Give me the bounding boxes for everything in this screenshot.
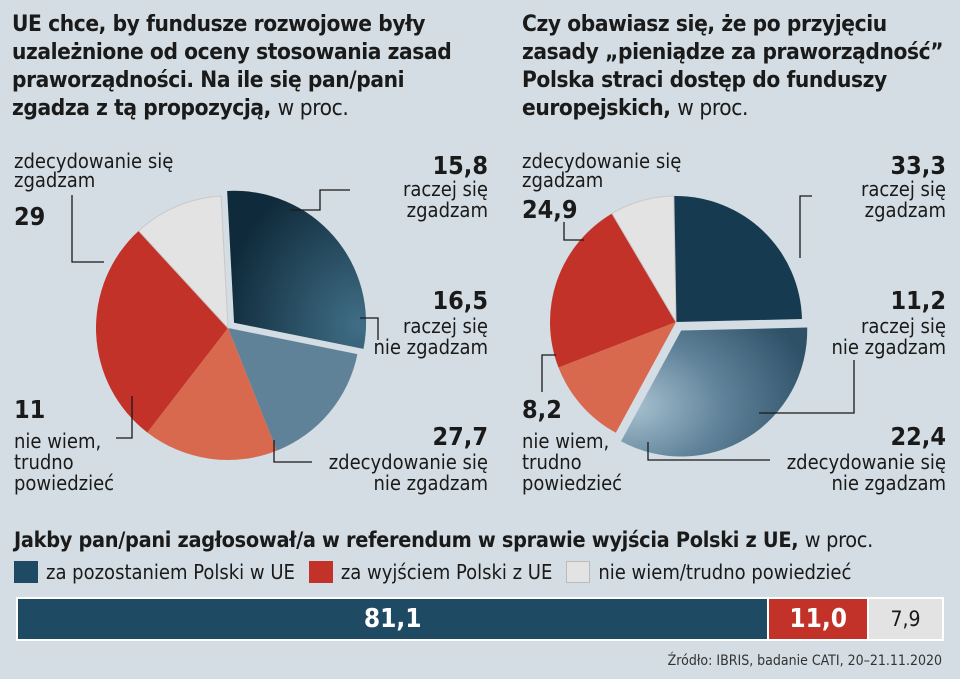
pie2-label-znz-line2: nie zgadzam <box>831 471 946 495</box>
pie1-leader-nw <box>116 396 133 439</box>
pie2-leader-zz <box>563 222 584 241</box>
pie2-label-rz-line1: raczej się <box>861 177 946 201</box>
pie2-leader-lines <box>541 195 855 461</box>
legend-swatch-remain <box>14 561 38 583</box>
pie1-label-rnz-line2: nie zgadzam <box>373 335 488 359</box>
pie1-label-group-raczej-zgadzam: 15,8 raczej się zgadzam <box>403 151 488 222</box>
pie1-leader-lines <box>71 189 379 463</box>
pie2-label-group-zdecydowanie-zgadzam: zdecydowanie się zgadzam 24,9 <box>522 149 681 224</box>
pie1-slice-zdecydowanie-zgadzam <box>227 190 367 349</box>
legend-item-leave: za wyjściem Polski z UE <box>308 559 553 585</box>
pie1-slice-raczej-zgadzam <box>228 328 358 451</box>
pie2-label-znz-line1: zdecydowanie się <box>787 450 946 474</box>
pie1-label-znz-line1: zdecydowanie się <box>329 450 488 474</box>
pie1-slice-nie-wiem <box>137 195 229 330</box>
bar-legend: za pozostaniem Polski w UE za wyjściem P… <box>14 559 865 585</box>
pie1-label-group-raczej-nie-zgadzam: 16,5 raczej się nie zgadzam <box>373 286 488 359</box>
bar-segment-dontknow: 7,9 <box>868 599 942 639</box>
pie2-label-zz-line1: zdecydowanie się <box>522 149 681 173</box>
pie1-leader-rz <box>290 189 350 211</box>
pie2-unit: w proc. <box>677 95 749 121</box>
pie2-label-nw-line1: nie wiem, <box>522 429 609 453</box>
pie1-label-group-nie-wiem: 11 nie wiem, trudno powiedzieć <box>14 395 114 495</box>
pie2-label-zz-line2: zgadzam <box>522 168 603 192</box>
pie1-slice-raczej-nie-zgadzam <box>147 328 277 461</box>
pie2-leader-rnz <box>759 360 855 414</box>
pie2-slice-zdecydowanie-zgadzam <box>673 196 802 322</box>
pie2-label-group-nie-wiem: 8,2 nie wiem, trudno powiedzieć <box>522 395 622 495</box>
pie2-leader-nw <box>541 354 556 392</box>
pie1-label-zz-line2: zgadzam <box>14 168 95 192</box>
pie2-value-znz: 22,4 <box>891 422 947 451</box>
legend-swatch-leave <box>308 561 333 583</box>
bar-segment-remain: 81,1 <box>18 599 768 639</box>
pie1-value-rnz: 16,5 <box>433 286 489 315</box>
pie1-leader-zz <box>71 195 104 263</box>
pie2-slice-raczej-zgadzam <box>621 327 808 457</box>
pie2-slice-raczej-nie-zgadzam <box>558 322 676 433</box>
bar-title: Jakby pan/pani zagłosował/a w referendum… <box>14 528 874 553</box>
pie1-title: UE chce, by fundusze rozwojowe były uzal… <box>12 11 452 121</box>
pie1-label-nw-line1: nie wiem, <box>14 429 101 453</box>
pie1-label-zz-line1: zdecydowanie się <box>14 149 173 173</box>
pie1-unit: w proc. <box>277 95 349 121</box>
pie2-label-nw-line2: trudno <box>522 450 582 474</box>
pie1-value-zz: 29 <box>14 202 45 231</box>
pie2-label-rz-line2: zgadzam <box>865 198 946 222</box>
pie2-label-rnz-line1: raczej się <box>861 314 946 338</box>
pie1-slice-zdecydowanie-nie-zgadzam <box>96 230 229 433</box>
pie2-value-rnz: 11,2 <box>891 286 947 315</box>
stacked-bar: 81,1 11,0 7,9 <box>16 597 944 641</box>
pie2-label-group-zdecydowanie-nie-zgadzam: 22,4 zdecydowanie się nie zgadzam <box>787 422 946 495</box>
legend-item-dontknow: nie wiem/trudno powiedzieć <box>566 559 851 585</box>
legend-item-remain: za pozostaniem Polski w UE <box>14 559 295 585</box>
pie2-label-rnz-line2: nie zgadzam <box>831 335 946 359</box>
pie2-label-nw-line3: powiedzieć <box>522 471 622 495</box>
pie2-value-zz: 24,9 <box>522 195 578 224</box>
pie2-title: Czy obawiasz się, że po przyjęciu zasady… <box>522 11 944 121</box>
pie1-leader-rnz <box>360 317 379 340</box>
pie2-slice-zdecydowanie-nie-zgadzam <box>550 213 676 368</box>
bar-value-remain: 81,1 <box>363 604 422 634</box>
pie1-value-znz: 27,7 <box>433 422 489 451</box>
source-note: Źródło: IBRIS, badanie CATI, 20–21.11.20… <box>667 653 942 669</box>
pie1-label-nw-line2: trudno <box>14 450 74 474</box>
pie1-label-group-zdecydowanie-zgadzam: zdecydowanie się zgadzam 29 <box>14 149 173 231</box>
pie-chart-1 <box>96 190 367 461</box>
pie-charts: zdecydowanie się zgadzam 29 15,8 raczej … <box>14 149 946 495</box>
pie1-value-rz: 15,8 <box>433 151 489 180</box>
pie2-label-group-raczej-nie-zgadzam: 11,2 raczej się nie zgadzam <box>831 286 946 359</box>
pie1-label-group-zdecydowanie-nie-zgadzam: 27,7 zdecydowanie się nie zgadzam <box>329 422 488 495</box>
pie2-leader-rz <box>799 195 812 258</box>
pie2-slice-nie-wiem <box>611 195 677 324</box>
legend-label-leave: za wyjściem Polski z UE <box>340 560 553 584</box>
legend-swatch-dontknow <box>566 561 591 583</box>
pie-chart-2 <box>550 195 808 457</box>
pie1-label-znz-line2: nie zgadzam <box>373 471 488 495</box>
pie1-label-nw-line3: powiedzieć <box>14 471 114 495</box>
pie1-leader-znz <box>273 440 312 463</box>
legend-label-remain: za pozostaniem Polski w UE <box>46 560 295 584</box>
pie2-value-rz: 33,3 <box>891 151 947 180</box>
pie1-label-rz-line1: raczej się <box>403 177 488 201</box>
pie1-label-rz-line2: zgadzam <box>407 198 488 222</box>
pie1-value-nw: 11 <box>14 395 45 424</box>
bar-segment-leave: 11,0 <box>767 599 869 639</box>
pie1-label-rnz-line1: raczej się <box>403 314 488 338</box>
pie2-label-group-raczej-zgadzam: 33,3 raczej się zgadzam <box>861 151 946 222</box>
legend-label-dontknow: nie wiem/trudno powiedzieć <box>598 560 852 584</box>
bar-value-leave: 11,0 <box>789 604 848 634</box>
pie2-value-nw: 8,2 <box>522 395 562 424</box>
pie2-leader-znz <box>647 442 770 461</box>
bar-unit: w proc. <box>804 528 874 553</box>
bar-value-dontknow: 7,9 <box>890 607 921 631</box>
